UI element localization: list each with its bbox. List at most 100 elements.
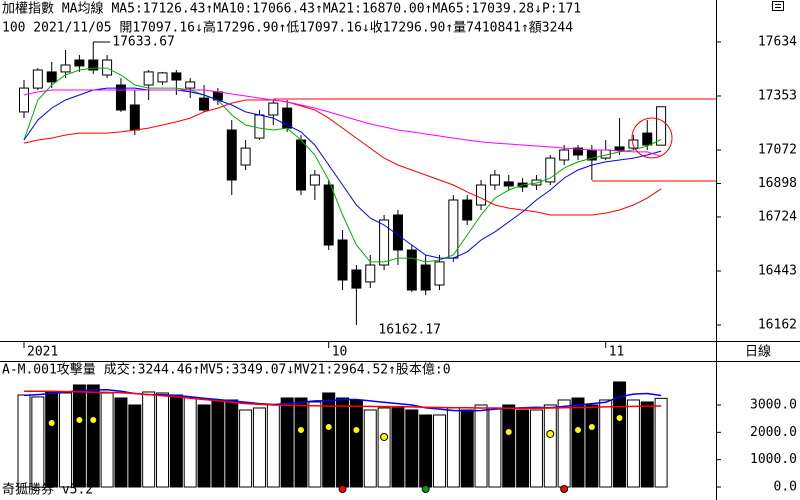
volume-bar [31, 396, 45, 488]
candle-body [614, 146, 625, 151]
legend-entry: MV5:3349.07↓ [200, 363, 294, 378]
candle-body [157, 72, 168, 83]
volume-bar [460, 409, 474, 488]
volume-bar [86, 384, 100, 488]
candle-body [254, 114, 265, 139]
info-line: 100 2021/11/05 開17097.16↓高17296.90↑低1709… [2, 20, 573, 36]
candle-body [19, 87, 29, 113]
signal-dot [380, 432, 389, 441]
legend-entry: MA21:16870.00↑ [323, 2, 433, 17]
candle-body [171, 72, 182, 81]
candle-body [323, 184, 334, 246]
volume-bar [474, 404, 488, 488]
volume-bar [211, 399, 225, 488]
candle-body [185, 81, 196, 89]
bottom-signal [560, 485, 569, 493]
footer: 奇狐勝券 v5.2 [2, 482, 93, 498]
extra-label: 股本億:0 [396, 362, 451, 378]
y-tick-label: 16898 [758, 176, 797, 191]
bottom-signal [338, 485, 347, 493]
volume-bar [336, 397, 350, 488]
volume-bar [557, 399, 571, 488]
volume-bar [391, 407, 405, 488]
volume-bar [433, 414, 446, 488]
y-tick-label: 16162 [758, 318, 797, 333]
y-tick-label: 17353 [758, 88, 797, 103]
candle-body [545, 157, 556, 183]
header-tail: P:171 [542, 2, 581, 17]
y-tick-label: 16443 [758, 263, 797, 278]
signal-dot [504, 427, 513, 436]
ma-line [23, 87, 662, 259]
window-icon[interactable] [772, 1, 784, 11]
signal-dot [47, 418, 56, 427]
candle-body [46, 71, 57, 83]
candle-body [642, 132, 653, 146]
candle-body [115, 84, 126, 111]
volume-bar [239, 409, 253, 488]
candle-body [226, 129, 237, 181]
volume-bar [488, 407, 502, 488]
y-tick-label: 0.0 [774, 479, 797, 494]
candle-body [268, 102, 279, 116]
period-label: 日線 [745, 344, 771, 360]
chart-title: 加權指數 MA均線 [2, 1, 103, 17]
volume-panel: A-M.001攻擊量 成交:3244.46↑ MV5:3349.07↓ MV21:29… [2, 362, 668, 493]
candle-body [129, 104, 140, 131]
candle-body [448, 199, 459, 259]
highlight-circle [631, 117, 673, 159]
candle-body [462, 199, 473, 221]
candle-body [628, 139, 639, 149]
volume-bar [599, 399, 613, 488]
volume-bar [280, 397, 294, 488]
volume-bar [183, 397, 197, 488]
header: 100 2021/11/05 開17097.16↓高17296.90↑低1709… [2, 1, 581, 36]
x-tick-label: 11 [609, 345, 625, 360]
volume-bar [114, 397, 128, 488]
candle-body [476, 184, 487, 206]
volume-bar [516, 409, 530, 488]
volume-bar [128, 404, 142, 488]
signal-dot [75, 415, 84, 424]
volume-bar [626, 399, 640, 488]
candle-body [60, 64, 71, 73]
volume-bar [322, 392, 336, 488]
volume-bar [446, 407, 460, 488]
volume-bar [640, 401, 654, 488]
legend-entry: 成交:3244.46↑ [104, 362, 200, 378]
candle-body [309, 174, 320, 186]
volume-bar [17, 394, 31, 488]
volume-bar [142, 391, 156, 488]
volume-bar [197, 404, 211, 488]
candle-body [379, 219, 390, 266]
volume-bar [266, 404, 280, 488]
price-panel: 17633.67 16162.17 [19, 34, 716, 337]
candle-body [573, 147, 583, 156]
y-tick-label: 17072 [758, 143, 797, 158]
volume-bar [529, 409, 543, 488]
volume-bar [308, 401, 322, 488]
candle-body [503, 181, 514, 187]
signal-dot [297, 425, 305, 434]
candle-body [199, 97, 210, 111]
y-tick-label: 1000.0 [750, 452, 797, 467]
candle-body [32, 69, 43, 89]
volume-bar [543, 404, 557, 488]
icon-box[interactable] [772, 1, 784, 11]
candle-body [392, 214, 403, 251]
volume-bar [156, 392, 169, 488]
ma-line [23, 67, 662, 263]
legend-entry: MA65:17039.28↓ [432, 2, 542, 17]
volume-bar [100, 392, 114, 488]
candle-body [88, 59, 99, 71]
legend-entry: MV21:2964.52↑ [294, 363, 396, 378]
volume-bar [377, 407, 391, 488]
candle-body [74, 59, 85, 67]
legend-entry: MA5:17126.43↑ [111, 2, 213, 17]
candle-body [351, 269, 362, 289]
candle-body [434, 261, 445, 286]
volume-bar [252, 407, 266, 488]
signal-dot [89, 415, 98, 424]
volume-bar [585, 404, 599, 488]
